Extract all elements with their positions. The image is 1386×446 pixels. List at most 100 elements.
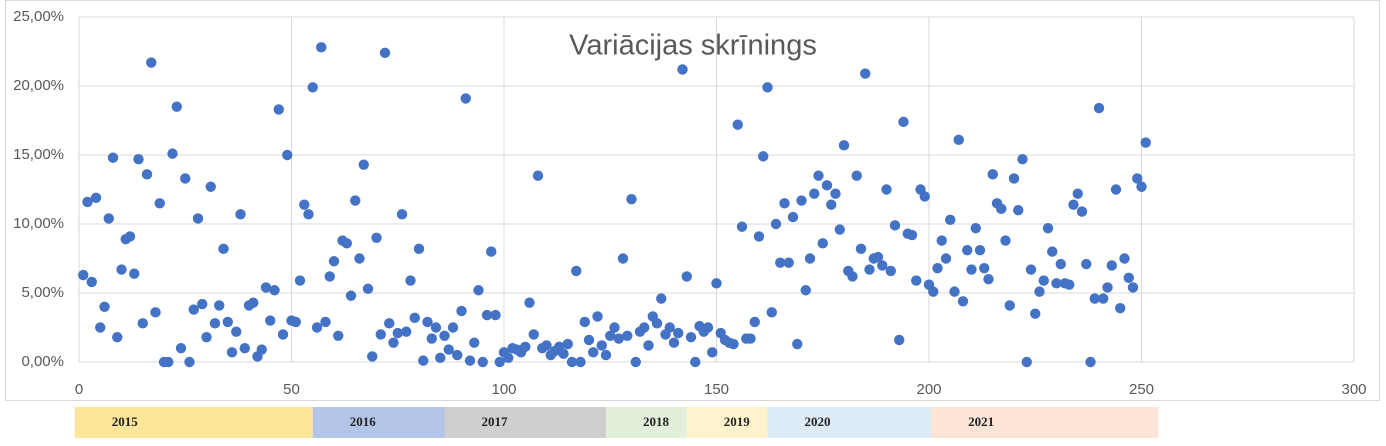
point — [983, 274, 994, 285]
point — [898, 116, 909, 128]
point — [1127, 282, 1139, 293]
x-tick-label: 0 — [75, 381, 83, 398]
y-tick-label: 0,00% — [21, 353, 64, 370]
point — [452, 349, 463, 361]
point — [413, 243, 425, 255]
point — [945, 214, 956, 226]
point — [974, 245, 986, 256]
chart-border — [5, 0, 1380, 401]
point — [626, 193, 637, 205]
point — [1025, 264, 1037, 275]
point — [932, 262, 943, 274]
point — [643, 340, 654, 351]
point — [447, 322, 459, 333]
period-band — [444, 407, 606, 438]
point — [90, 192, 102, 203]
point — [1047, 246, 1058, 257]
point — [821, 180, 833, 191]
point — [209, 318, 221, 329]
point — [435, 352, 446, 364]
point — [154, 198, 165, 209]
point — [745, 333, 756, 344]
point — [851, 170, 862, 181]
point — [460, 93, 471, 104]
point — [911, 275, 922, 286]
point — [541, 340, 552, 351]
point — [753, 231, 765, 242]
point — [528, 329, 539, 340]
point — [112, 331, 123, 343]
period-band — [686, 407, 768, 438]
point — [99, 301, 110, 312]
point — [116, 264, 127, 275]
y-tick-label: 25,00% — [13, 8, 64, 25]
point — [282, 149, 293, 161]
point — [583, 334, 595, 346]
point — [566, 356, 578, 368]
point — [78, 269, 89, 281]
point — [651, 318, 663, 329]
point — [205, 181, 216, 192]
y-tick-label: 20,00% — [13, 77, 64, 94]
point — [1106, 260, 1117, 271]
period-label: 2016 — [350, 414, 377, 429]
point — [490, 309, 501, 321]
point — [184, 356, 195, 368]
point — [95, 322, 106, 333]
point — [770, 218, 782, 230]
point — [668, 337, 680, 348]
point — [307, 82, 318, 93]
point — [639, 322, 650, 333]
x-tick-label: 100 — [491, 381, 516, 398]
period-label: 2021 — [968, 414, 994, 429]
point — [970, 222, 981, 234]
point — [953, 134, 964, 146]
point — [558, 348, 569, 359]
point — [371, 232, 382, 243]
x-tick-label: 250 — [1129, 381, 1154, 398]
point — [1013, 205, 1024, 216]
point — [192, 213, 204, 224]
point — [1021, 356, 1032, 368]
point — [1034, 286, 1045, 297]
point — [1085, 356, 1096, 368]
point — [736, 221, 748, 232]
point — [1072, 188, 1083, 199]
point — [949, 286, 960, 297]
point — [477, 356, 488, 368]
point — [384, 318, 395, 329]
y-tick-label: 5,00% — [21, 284, 64, 301]
point — [690, 356, 701, 368]
point — [265, 315, 276, 326]
point — [163, 356, 174, 368]
point — [1093, 102, 1105, 114]
point — [656, 293, 667, 304]
point — [375, 329, 386, 340]
point — [1119, 253, 1130, 264]
point — [430, 322, 442, 333]
point — [422, 316, 433, 328]
point — [685, 331, 697, 343]
x-tick-label: 200 — [916, 381, 941, 398]
point — [919, 191, 930, 202]
point — [940, 253, 952, 264]
point — [324, 271, 335, 282]
x-tick-label: 150 — [704, 381, 729, 398]
x-tick-label: 300 — [1341, 381, 1366, 398]
point — [779, 198, 790, 209]
period-label: 2018 — [643, 414, 670, 429]
point — [481, 309, 493, 321]
point — [1136, 181, 1147, 192]
point — [864, 264, 875, 275]
point — [218, 243, 229, 255]
point — [350, 195, 361, 206]
point — [792, 338, 803, 350]
point — [936, 235, 947, 246]
point — [303, 209, 314, 220]
y-tick-label: 10,00% — [13, 215, 64, 232]
point — [231, 326, 242, 337]
point — [979, 262, 990, 274]
point — [749, 316, 760, 328]
point — [1132, 173, 1143, 184]
point — [889, 220, 901, 231]
